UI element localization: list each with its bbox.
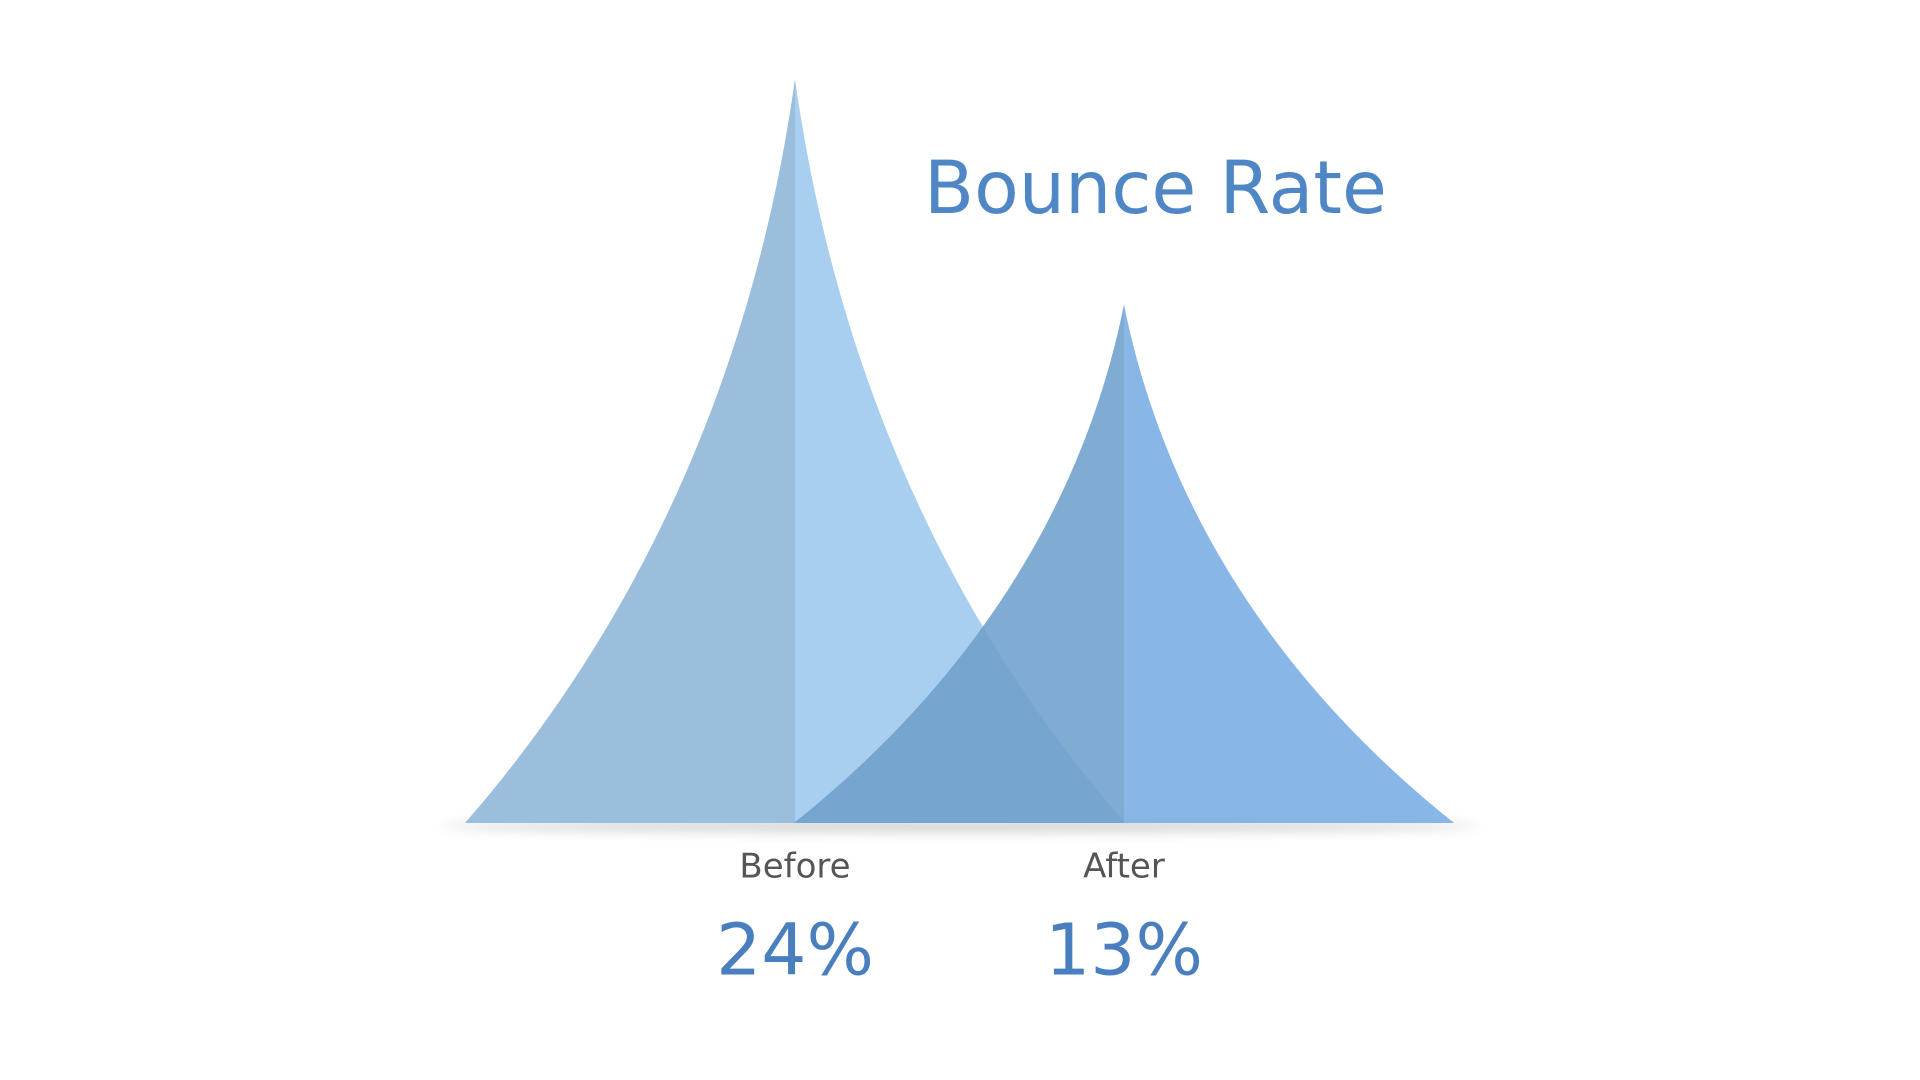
peak-right bbox=[795, 79, 1125, 823]
category-label: Before bbox=[739, 847, 850, 887]
value-label: 24% bbox=[716, 909, 874, 992]
chart-title: Bounce Rate bbox=[924, 146, 1387, 231]
peak-left bbox=[794, 304, 1124, 823]
peak-left bbox=[465, 79, 795, 823]
value-label: 13% bbox=[1045, 909, 1203, 992]
category-label: After bbox=[1083, 847, 1165, 887]
peak-right bbox=[1124, 304, 1454, 823]
